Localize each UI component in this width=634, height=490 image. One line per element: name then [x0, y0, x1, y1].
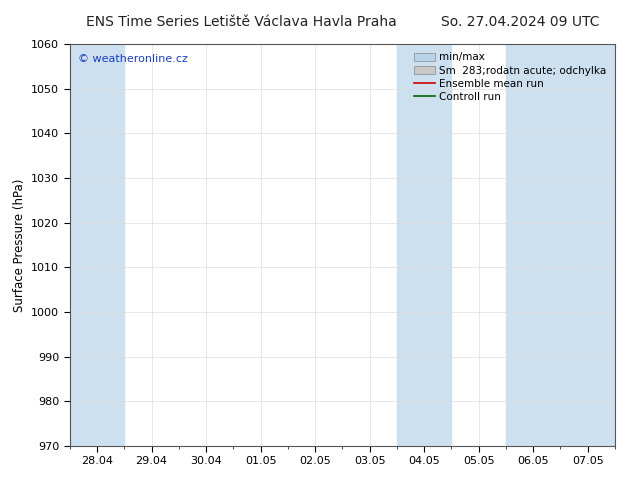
Bar: [397, 44, 451, 446]
Text: So. 27.04.2024 09 UTC: So. 27.04.2024 09 UTC: [441, 15, 599, 29]
Bar: [506, 44, 615, 446]
Text: ENS Time Series Letiště Václava Havla Praha: ENS Time Series Letiště Václava Havla Pr…: [86, 15, 396, 29]
Text: © weatheronline.cz: © weatheronline.cz: [78, 54, 188, 64]
Y-axis label: Surface Pressure (hPa): Surface Pressure (hPa): [13, 178, 25, 312]
Legend: min/max, Sm  283;rodatn acute; odchylka, Ensemble mean run, Controll run: min/max, Sm 283;rodatn acute; odchylka, …: [411, 49, 610, 105]
Bar: [70, 44, 124, 446]
